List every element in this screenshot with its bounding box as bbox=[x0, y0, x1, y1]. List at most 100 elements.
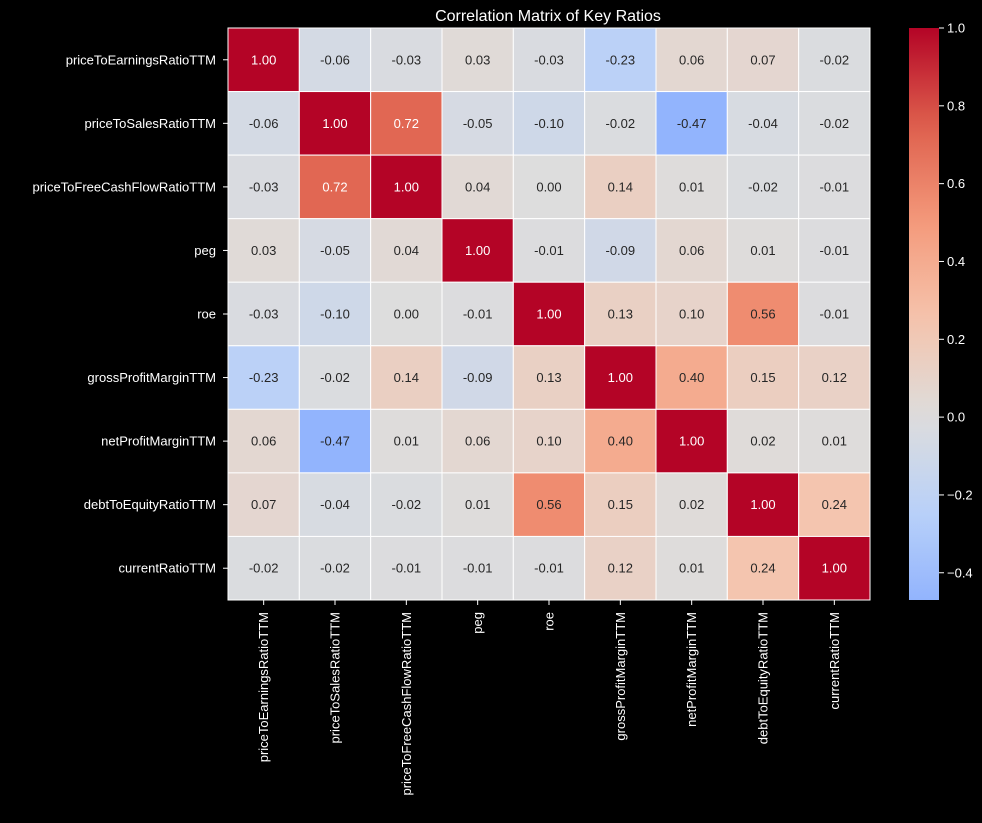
cell-annotation: 1.00 bbox=[322, 116, 347, 131]
cell-annotation: -0.03 bbox=[534, 52, 564, 67]
row-label: priceToSalesRatioTTM bbox=[85, 116, 217, 131]
heatmap-cell bbox=[298, 408, 372, 474]
cell-annotation: -0.10 bbox=[534, 116, 564, 131]
colorbar-tick-label: −0.4 bbox=[947, 565, 973, 580]
heatmap-cell bbox=[298, 154, 372, 220]
cell-annotation: 0.03 bbox=[251, 243, 276, 258]
column-label: debtToEquityRatioTTM bbox=[756, 612, 771, 744]
cell-annotation: -0.09 bbox=[463, 370, 493, 385]
cell-annotation: 0.12 bbox=[822, 370, 847, 385]
heatmap-cell bbox=[655, 154, 728, 220]
cell-annotation: 0.14 bbox=[608, 179, 633, 194]
cell-annotation: 0.10 bbox=[679, 307, 704, 322]
row-label: peg bbox=[194, 243, 216, 258]
cell-annotation: 0.00 bbox=[394, 307, 419, 322]
column-label: priceToEarningsRatioTTM bbox=[256, 612, 271, 762]
cell-annotation: 1.00 bbox=[251, 52, 276, 67]
cell-annotation: -0.23 bbox=[606, 52, 636, 67]
colorbar-tick-label: −0.2 bbox=[947, 487, 973, 502]
cell-annotation: -0.06 bbox=[249, 116, 279, 131]
cell-annotation: 0.00 bbox=[536, 179, 561, 194]
cell-annotation: 0.01 bbox=[822, 434, 847, 449]
cell-annotation: -0.02 bbox=[320, 561, 350, 576]
heatmap-cell bbox=[726, 281, 800, 347]
cell-annotation: -0.01 bbox=[463, 307, 493, 322]
cell-annotation: 0.04 bbox=[394, 243, 419, 258]
heatmap-cell bbox=[798, 218, 871, 283]
cell-annotation: -0.10 bbox=[320, 307, 350, 322]
heatmap-cell bbox=[298, 281, 372, 347]
heatmap-cell bbox=[726, 218, 800, 283]
cell-annotation: 0.01 bbox=[750, 243, 775, 258]
cell-annotation: -0.01 bbox=[463, 561, 493, 576]
cell-annotation: 0.01 bbox=[465, 497, 490, 512]
cell-annotation: 0.06 bbox=[465, 434, 490, 449]
heatmap-cell bbox=[512, 472, 586, 537]
cell-annotation: -0.05 bbox=[320, 243, 350, 258]
cell-annotation: 0.13 bbox=[536, 370, 561, 385]
cell-annotation: -0.02 bbox=[820, 52, 850, 67]
colorbar-tick-label: 0.8 bbox=[947, 98, 965, 113]
cell-annotation: 0.02 bbox=[750, 434, 775, 449]
heatmap-cell bbox=[441, 91, 514, 156]
heatmap-cell bbox=[655, 91, 728, 156]
column-label: priceToFreeCashFlowRatioTTM bbox=[399, 612, 414, 796]
row-label: debtToEquityRatioTTM bbox=[84, 497, 216, 512]
cell-annotation: 0.14 bbox=[394, 370, 419, 385]
cell-annotation: 0.56 bbox=[536, 497, 561, 512]
cell-annotation: 0.07 bbox=[251, 497, 276, 512]
cell-annotation: -0.04 bbox=[320, 497, 350, 512]
row-label: currentRatioTTM bbox=[118, 561, 216, 576]
column-label: roe bbox=[542, 612, 557, 631]
cell-annotation: 0.02 bbox=[679, 497, 704, 512]
heatmap-cell bbox=[298, 345, 372, 410]
row-label: roe bbox=[197, 307, 216, 322]
cell-annotation: 1.00 bbox=[679, 434, 704, 449]
cell-annotation: -0.02 bbox=[748, 179, 778, 194]
heatmap-cell bbox=[798, 27, 871, 93]
heatmap-cell bbox=[512, 281, 586, 347]
heatmap-cell bbox=[584, 91, 657, 156]
cell-annotation: 0.56 bbox=[750, 307, 775, 322]
heatmap-cell bbox=[370, 154, 443, 220]
column-label: netProfitMarginTTM bbox=[684, 612, 699, 727]
heatmap-cell bbox=[441, 472, 514, 537]
cell-annotation: 0.07 bbox=[750, 52, 775, 67]
cell-annotation: 1.00 bbox=[465, 243, 490, 258]
heatmap-cell bbox=[370, 345, 443, 410]
heatmap-cell bbox=[726, 91, 800, 156]
cell-annotation: 0.15 bbox=[608, 497, 633, 512]
heatmap-cell bbox=[726, 535, 800, 601]
cell-annotation: -0.09 bbox=[606, 243, 636, 258]
cell-annotation: -0.02 bbox=[606, 116, 636, 131]
cell-annotation: -0.05 bbox=[463, 116, 493, 131]
colorbar: 1.0 0.8 0.6 0.4 0.2 0.0 −0.2 −0.4 bbox=[909, 21, 973, 600]
cell-annotation: 0.03 bbox=[465, 52, 490, 67]
cell-annotation: -0.01 bbox=[534, 243, 564, 258]
cell-annotation: -0.03 bbox=[249, 307, 279, 322]
heatmap-cell bbox=[798, 281, 871, 347]
cell-annotation: -0.23 bbox=[249, 370, 279, 385]
heatmap-cell bbox=[512, 345, 586, 410]
cell-annotation: 0.72 bbox=[322, 179, 347, 194]
cell-annotation: -0.03 bbox=[392, 52, 422, 67]
column-label: peg bbox=[470, 612, 485, 634]
heatmap-cell bbox=[370, 281, 443, 347]
heatmap-cell bbox=[726, 154, 800, 220]
cell-annotation: 0.01 bbox=[679, 179, 704, 194]
cell-annotation: -0.01 bbox=[392, 561, 422, 576]
heatmap-cell bbox=[227, 345, 300, 410]
colorbar-tick-label: 0.4 bbox=[947, 254, 965, 269]
cell-annotation: -0.02 bbox=[249, 561, 279, 576]
cell-annotation: 1.00 bbox=[394, 179, 419, 194]
heatmap-annotations: 1.00 -0.06 -0.03 0.03 -0.03 -0.23 0.06 0.07 -0.0… bbox=[249, 52, 849, 575]
heatmap-cell bbox=[298, 27, 372, 93]
heatmap-cell bbox=[655, 27, 728, 93]
cell-annotation: 1.00 bbox=[536, 307, 561, 322]
heatmap-cell bbox=[441, 535, 514, 601]
cell-annotation: -0.02 bbox=[320, 370, 350, 385]
heatmap-cell bbox=[370, 91, 443, 156]
cell-annotation: 0.40 bbox=[679, 370, 704, 385]
colorbar-tick-label: 1.0 bbox=[947, 21, 965, 36]
